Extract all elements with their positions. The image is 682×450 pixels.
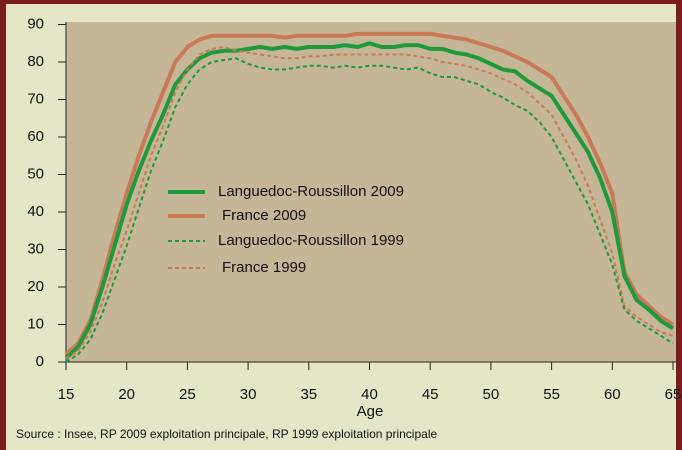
y-tick-label: 50 <box>27 165 44 182</box>
y-tick-label: 20 <box>27 278 44 295</box>
x-tick-label: 65 <box>665 386 682 403</box>
y-tick-label: 70 <box>27 90 44 107</box>
series-line <box>64 31 675 356</box>
x-tick-label: 35 <box>300 386 317 403</box>
x-tick-label: 40 <box>361 386 378 403</box>
y-tick-label: 40 <box>27 203 44 220</box>
legend-label: France 1999 <box>222 259 306 276</box>
y-tick-label: 30 <box>27 240 44 257</box>
x-tick-label: 25 <box>179 386 196 403</box>
x-tick-label: 20 <box>118 386 135 403</box>
x-tick-label: 30 <box>240 386 257 403</box>
frame-left <box>0 0 6 450</box>
y-tick-label: 90 <box>27 15 44 32</box>
y-tick-label: 60 <box>27 128 44 145</box>
legend-label: Languedoc-Roussillon 1999 <box>218 232 404 249</box>
x-tick-label: 60 <box>604 386 621 403</box>
legend-label: Languedoc-Roussillon 2009 <box>218 183 404 200</box>
series-line <box>64 41 675 360</box>
y-tick-label: 0 <box>36 353 44 370</box>
legend-label: France 2009 <box>222 207 306 224</box>
source: Source : Insee, RP 2009 exploitation pri… <box>16 427 437 441</box>
y-tick-label: 10 <box>27 315 44 332</box>
frame-right <box>676 0 682 450</box>
x-axis-label: Age <box>357 403 384 420</box>
x-tick-label: 15 <box>58 386 75 403</box>
y-tick-label: 80 <box>27 53 44 70</box>
x-tick-label: 45 <box>422 386 439 403</box>
series-line <box>65 46 674 360</box>
frame-top <box>0 0 682 4</box>
x-tick-label: 50 <box>483 386 500 403</box>
x-tick-label: 55 <box>543 386 560 403</box>
